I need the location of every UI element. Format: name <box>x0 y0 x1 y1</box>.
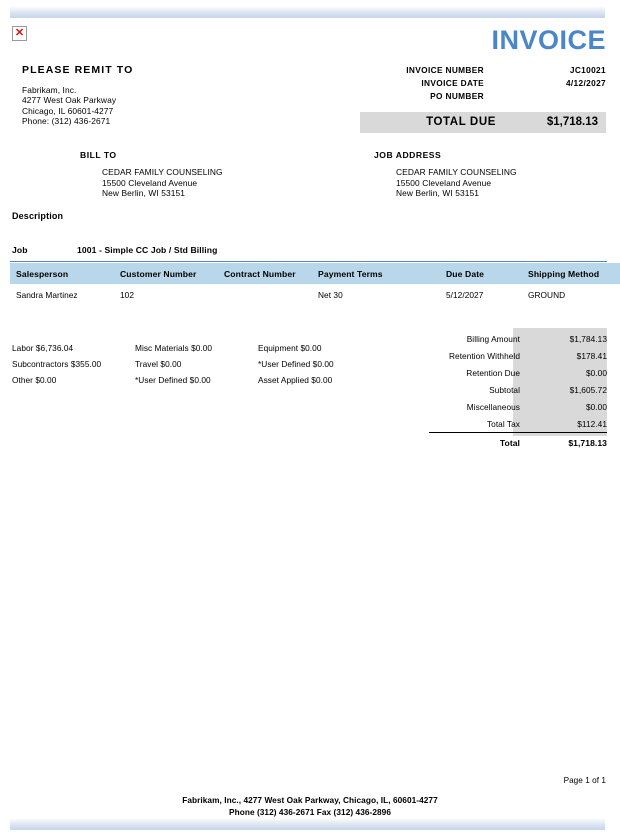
po-number-label: PO NUMBER <box>430 91 484 101</box>
invoice-number-value: JC10021 <box>569 65 606 75</box>
totals-value-panel <box>513 328 607 436</box>
po-number-value <box>528 90 606 103</box>
table-header-row: Salesperson Customer Number Contract Num… <box>10 263 620 284</box>
page-title: INVOICE <box>491 25 606 55</box>
table-row: Miscellaneous $0.00 <box>429 398 607 415</box>
column-header-customer-number: Customer Number <box>114 263 218 284</box>
cell-customer-number: 102 <box>120 290 134 300</box>
job-value: 1001 - Simple CC Job / Std Billing <box>77 245 218 255</box>
retention-due-value: $0.00 <box>585 367 607 378</box>
retention-withheld-label: Retention Withheld <box>448 350 520 361</box>
table-row: Sandra Martinez 102 Net 30 5/12/2027 GRO… <box>10 284 620 304</box>
subtotal-value: $1,605.72 <box>569 384 607 395</box>
job-key-label: Job <box>12 245 28 255</box>
cost-item-other: Other $0.00 <box>12 375 57 385</box>
remit-to-heading: PLEASE REMIT TO <box>22 64 134 76</box>
retention-withheld-value: $178.41 <box>576 350 607 361</box>
retention-due-label: Retention Due <box>466 367 520 378</box>
remit-to-block: PLEASE REMIT TO Fabrikam, Inc. 4277 West… <box>22 64 282 127</box>
remit-to-line: 4277 West Oak Parkway <box>22 95 117 106</box>
grand-total-value: $1,718.13 <box>526 432 607 451</box>
column-header-payment-terms: Payment Terms <box>312 263 440 284</box>
job-row: Job 1001 - Simple CC Job / Std Billing <box>12 245 608 255</box>
table-row: INVOICE NUMBER JC10021 <box>360 64 606 77</box>
column-header-salesperson: Salesperson <box>10 263 114 284</box>
billing-amount-label: Billing Amount <box>466 333 520 344</box>
job-address-line: New Berlin, WI 53151 <box>396 188 479 199</box>
invoice-detail-table: Salesperson Customer Number Contract Num… <box>10 263 620 304</box>
cell-due-date: 5/12/2027 <box>446 290 484 300</box>
subtotal-label: Subtotal <box>489 384 520 395</box>
cell-shipping-method: GROUND <box>528 290 566 300</box>
table-row: Total Tax $112.41 <box>429 415 607 433</box>
invoice-meta-table: INVOICE NUMBER JC10021 INVOICE DATE 4/12… <box>360 64 606 103</box>
job-address-line: 15500 Cleveland Avenue <box>396 177 492 188</box>
cell-payment-terms: Net 30 <box>318 290 343 300</box>
cost-item-asset-applied: Asset Applied $0.00 <box>258 375 333 385</box>
footer: Fabrikam, Inc., 4277 West Oak Parkway, C… <box>0 795 620 818</box>
table-row: Retention Due $0.00 <box>429 364 607 381</box>
job-address-line: CEDAR FAMILY COUNSELING <box>396 167 517 177</box>
total-tax-value: $112.41 <box>577 418 607 429</box>
billing-amount-value: $1,784.13 <box>569 333 607 344</box>
job-address-block: JOB ADDRESS CEDAR FAMILY COUNSELING 1550… <box>374 150 517 199</box>
total-due-value: $1,718.13 <box>546 116 598 128</box>
bottom-accent-band <box>10 818 605 830</box>
invoice-number-label: INVOICE NUMBER <box>406 65 484 75</box>
table-row: Retention Withheld $178.41 <box>429 347 607 364</box>
invoice-date-value: 4/12/2027 <box>565 78 606 88</box>
total-due-label: TOTAL DUE <box>426 116 496 128</box>
description-label: Description <box>12 211 64 221</box>
cell-salesperson: Sandra Martinez <box>16 290 78 300</box>
cost-item-subcontractors: Subcontractors $355.00 <box>12 359 102 369</box>
footer-address-line: Fabrikam, Inc., 4277 West Oak Parkway, C… <box>182 795 438 805</box>
table-row: Subtotal $1,605.72 <box>429 381 607 398</box>
total-tax-label: Total Tax <box>486 418 520 429</box>
bill-to-line: 15500 Cleveland Avenue <box>102 177 198 188</box>
footer-contact-line: Phone (312) 436-2671 Fax (312) 436-2896 <box>229 806 391 817</box>
cost-item-user-defined: *User Defined $0.00 <box>258 359 334 369</box>
top-accent-band <box>10 6 605 18</box>
cell-contract-number <box>218 284 312 304</box>
divider <box>10 261 607 262</box>
remit-to-line: Chicago, IL 60601-4277 <box>22 105 114 116</box>
bill-to-heading: BILL TO <box>80 150 117 160</box>
table-row: PO NUMBER <box>360 90 606 103</box>
job-address-heading: JOB ADDRESS <box>374 150 442 160</box>
totals-table: Billing Amount $1,784.13 Retention Withh… <box>429 330 607 451</box>
table-row: Total $1,718.13 <box>429 432 607 451</box>
cost-item-misc-materials: Misc Materials $0.00 <box>135 343 213 353</box>
miscellaneous-label: Miscellaneous <box>466 401 520 412</box>
cost-item-travel: Travel $0.00 <box>135 359 182 369</box>
bill-to-block: BILL TO CEDAR FAMILY COUNSELING 15500 Cl… <box>80 150 223 199</box>
invoice-date-label: INVOICE DATE <box>421 78 484 88</box>
page-number: Page 1 of 1 <box>563 776 606 785</box>
column-header-due-date: Due Date <box>440 263 522 284</box>
table-row: Billing Amount $1,784.13 <box>429 330 607 347</box>
column-header-shipping-method: Shipping Method <box>522 263 620 284</box>
column-header-contract-number: Contract Number <box>218 263 312 284</box>
broken-image-icon: ✕ <box>12 26 27 41</box>
total-due-bar: TOTAL DUE $1,718.13 <box>360 112 606 133</box>
cost-item-labor: Labor $6,736.04 <box>12 343 74 353</box>
cost-item-user-defined: *User Defined $0.00 <box>135 375 211 385</box>
cost-item-equipment: Equipment $0.00 <box>258 343 322 353</box>
remit-to-line: Fabrikam, Inc. <box>22 85 77 95</box>
bill-to-line: New Berlin, WI 53151 <box>102 188 185 199</box>
miscellaneous-value: $0.00 <box>585 401 607 412</box>
grand-total-label: Total <box>429 432 526 451</box>
remit-to-line: Phone: (312) 436-2671 <box>22 116 111 127</box>
table-row: INVOICE DATE 4/12/2027 <box>360 77 606 90</box>
bill-to-line: CEDAR FAMILY COUNSELING <box>102 167 223 177</box>
